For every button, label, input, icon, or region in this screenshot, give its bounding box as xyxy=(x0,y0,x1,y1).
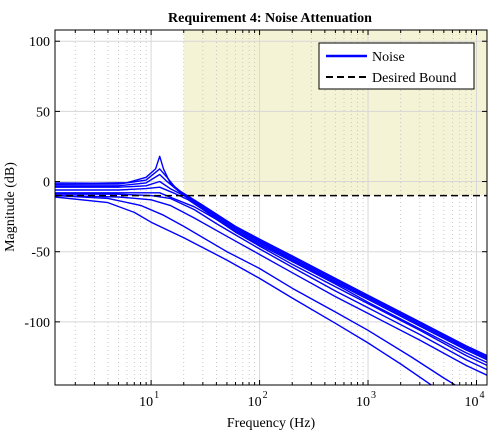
x-tick-label: 10 xyxy=(248,395,262,410)
noise-curve-3 xyxy=(55,173,487,359)
legend-box xyxy=(318,42,475,90)
x-tick-exponent: 4 xyxy=(479,390,484,401)
legend: Noise Desired Bound xyxy=(318,42,475,90)
noise-curve-10 xyxy=(55,196,433,385)
x-tick-exponent: 2 xyxy=(263,390,268,401)
y-tick-label: 50 xyxy=(36,105,50,120)
plot-frame xyxy=(54,29,488,386)
y-tick-label: -100 xyxy=(24,316,50,331)
y-tick-label: -50 xyxy=(31,246,50,261)
y-axis-label: Magnitude (dB) xyxy=(3,162,18,252)
legend-noise-label: Noise xyxy=(372,50,405,65)
chart-title: Requirement 4: Noise Attenuation xyxy=(168,11,372,26)
x-axis-label: Frequency (Hz) xyxy=(227,416,316,431)
y-tick-label: 0 xyxy=(43,176,50,191)
noise-curve-2 xyxy=(55,168,487,358)
y-tick-label: 100 xyxy=(29,35,50,50)
x-tick-exponent: 3 xyxy=(371,390,376,401)
noise-curve-8 xyxy=(55,194,487,376)
noise-curve-4 xyxy=(55,180,487,361)
x-tick-exponent: 1 xyxy=(154,390,159,401)
x-tick-label: 10 xyxy=(139,395,153,410)
noise-curve-9 xyxy=(55,194,457,385)
noise-curve-7 xyxy=(55,193,487,371)
x-tick-label: 10 xyxy=(464,395,478,410)
noise-curve-6 xyxy=(55,192,487,367)
legend-bound-label: Desired Bound xyxy=(372,71,456,86)
x-tick-label: 10 xyxy=(356,395,370,410)
